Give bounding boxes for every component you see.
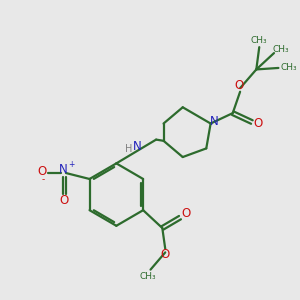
Text: N: N bbox=[133, 140, 141, 153]
Text: CH₃: CH₃ bbox=[139, 272, 156, 281]
Text: CH₃: CH₃ bbox=[280, 63, 297, 72]
Text: +: + bbox=[68, 160, 74, 169]
Text: O: O bbox=[234, 79, 243, 92]
Text: N: N bbox=[210, 115, 218, 128]
Text: -: - bbox=[42, 175, 45, 184]
Text: N: N bbox=[59, 163, 68, 176]
Text: CH₃: CH₃ bbox=[251, 36, 268, 45]
Text: O: O bbox=[160, 248, 170, 261]
Text: O: O bbox=[60, 194, 69, 207]
Text: O: O bbox=[181, 207, 190, 220]
Text: O: O bbox=[253, 117, 262, 130]
Text: CH₃: CH₃ bbox=[272, 45, 289, 54]
Text: O: O bbox=[38, 165, 47, 178]
Text: H: H bbox=[125, 144, 133, 154]
